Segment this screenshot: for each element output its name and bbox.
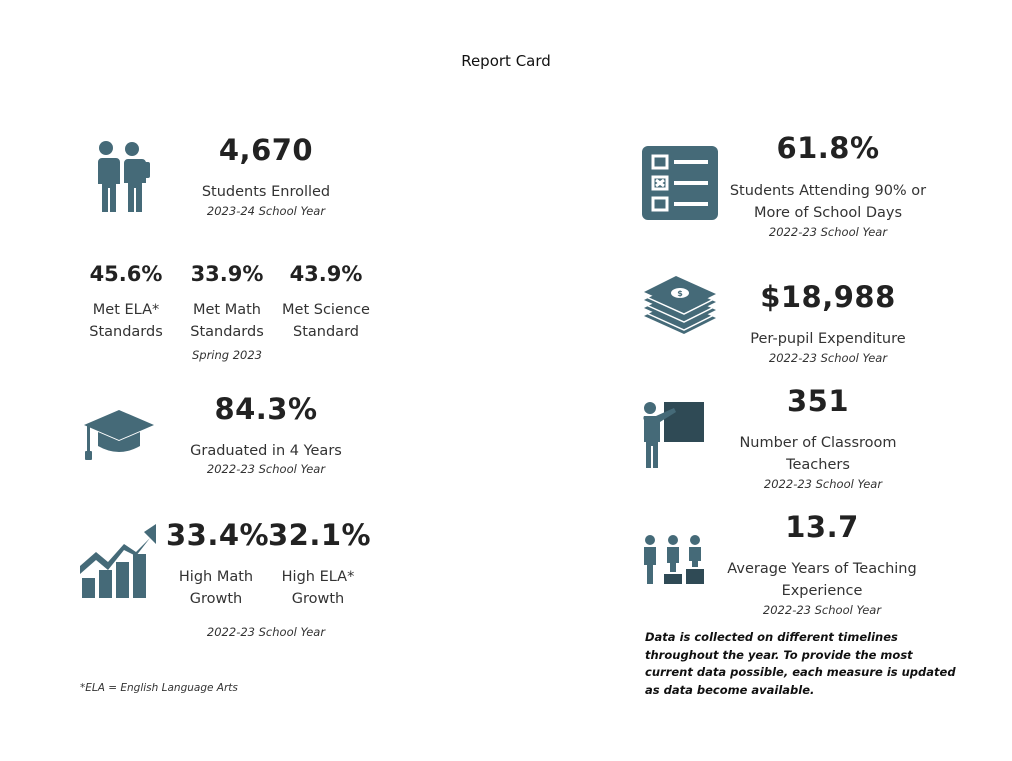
math-standards-value: 33.9% xyxy=(190,262,264,286)
graduated-value: 84.3% xyxy=(214,392,318,426)
graduated-label: Graduated in 4 Years xyxy=(190,443,342,459)
teachers-value: 351 xyxy=(786,384,850,418)
ela-standards-line1: Met ELA* xyxy=(92,302,160,318)
experience-year: 2022-23 School Year xyxy=(762,603,882,617)
teacher-board-icon xyxy=(640,398,710,470)
svg-text:$: $ xyxy=(677,289,683,298)
attendance-line2: More of School Days xyxy=(753,205,903,221)
experience-line2: Experience xyxy=(781,583,863,599)
attendance-value: 61.8% xyxy=(776,131,880,165)
money-stack-icon: $ xyxy=(640,272,720,346)
teachers-line1: Number of Classroom xyxy=(739,435,897,451)
math-growth-value: 33.4% xyxy=(166,518,270,552)
graduation-cap-icon xyxy=(82,408,156,464)
enrolled-label: Students Enrolled xyxy=(201,184,331,200)
ela-footnote: *ELA = English Language Arts xyxy=(80,682,238,694)
math-standards-line1: Met Math xyxy=(193,302,261,318)
experience-value: 13.7 xyxy=(785,510,859,544)
math-growth-line1: High Math xyxy=(178,569,254,585)
math-growth-line2: Growth xyxy=(189,591,243,607)
enrolled-year: 2023-24 School Year xyxy=(206,204,326,218)
attendance-line1: Students Attending 90% or xyxy=(729,183,927,199)
graduated-year: 2022-23 School Year xyxy=(206,462,326,476)
page-title: Report Card xyxy=(461,52,551,70)
science-standard-value: 43.9% xyxy=(289,262,363,286)
ela-growth-line1: High ELA* xyxy=(281,569,355,585)
growth-chart-icon xyxy=(80,522,158,600)
expenditure-label: Per-pupil Expenditure xyxy=(750,331,906,347)
enrolled-value: 4,670 xyxy=(218,133,314,167)
data-note-line: current data possible, each measure is u… xyxy=(645,665,956,679)
experience-line1: Average Years of Teaching xyxy=(727,561,917,577)
growth-year: 2022-23 School Year xyxy=(206,625,326,639)
teachers-year: 2022-23 School Year xyxy=(763,477,883,491)
data-note: Data is collected on different timelines… xyxy=(645,629,965,699)
ela-growth-line2: Growth xyxy=(291,591,345,607)
checklist-icon xyxy=(642,146,718,220)
attendance-year: 2022-23 School Year xyxy=(768,225,888,239)
data-note-line: as data become available. xyxy=(645,682,815,697)
ela-standards-line2: Standards xyxy=(89,324,163,340)
teachers-line2: Teachers xyxy=(786,457,850,473)
students-icon xyxy=(84,140,156,214)
expenditure-year: 2022-23 School Year xyxy=(768,351,888,365)
data-note-line: Data is collected on different timelines xyxy=(645,630,898,644)
science-standard-line1: Met Science xyxy=(282,302,370,318)
science-standard-line2: Standard xyxy=(293,324,359,340)
data-note-line: throughout the year. To provide the most xyxy=(645,647,913,662)
podium-people-icon xyxy=(640,534,706,586)
ela-growth-value: 32.1% xyxy=(268,518,372,552)
math-standards-line2: Standards xyxy=(190,324,264,340)
standards-period: Spring 2023 xyxy=(191,348,263,362)
expenditure-value: $18,988 xyxy=(760,280,896,314)
ela-standards-value: 45.6% xyxy=(89,262,163,286)
